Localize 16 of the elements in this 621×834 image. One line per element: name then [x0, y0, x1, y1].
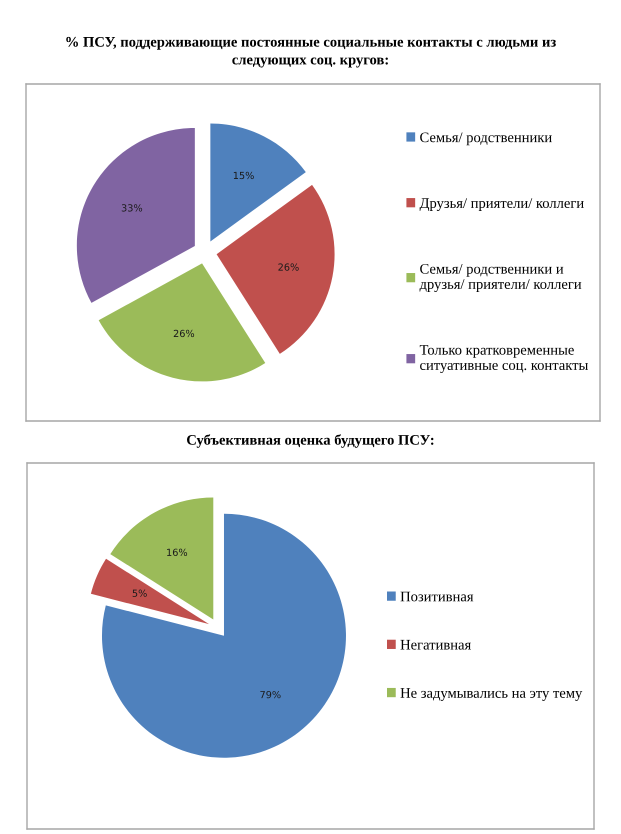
- data-label: 26%: [278, 263, 299, 271]
- legend-label: Не задумывались на эту тему: [400, 688, 582, 701]
- legend-label: Семья/ родственники: [420, 132, 552, 146]
- data-label: 33%: [122, 204, 142, 212]
- legend-label: Негативная: [400, 640, 471, 650]
- data-label: 16%: [167, 548, 188, 556]
- data-label: 26%: [174, 330, 194, 338]
- legend-label: Только кратковременные ситуативные соц. контакты: [420, 345, 588, 374]
- data-label: 15%: [234, 172, 254, 180]
- chart-title: % ПСУ, поддерживающие постоянные социальные контакты с людьми из следующих соц. кругов:: [66, 36, 556, 68]
- legend-label: Друзья/ приятели/ коллеги: [420, 198, 584, 211]
- data-label: 5%: [132, 590, 147, 597]
- legend-label: Семья/ родственники и друзья/ приятели/ коллеги: [420, 264, 582, 292]
- legend-label: Позитивная: [400, 592, 474, 602]
- data-label: 79%: [260, 690, 281, 698]
- chart-title: Субъективная оценка будущего ПСУ:: [187, 434, 434, 448]
